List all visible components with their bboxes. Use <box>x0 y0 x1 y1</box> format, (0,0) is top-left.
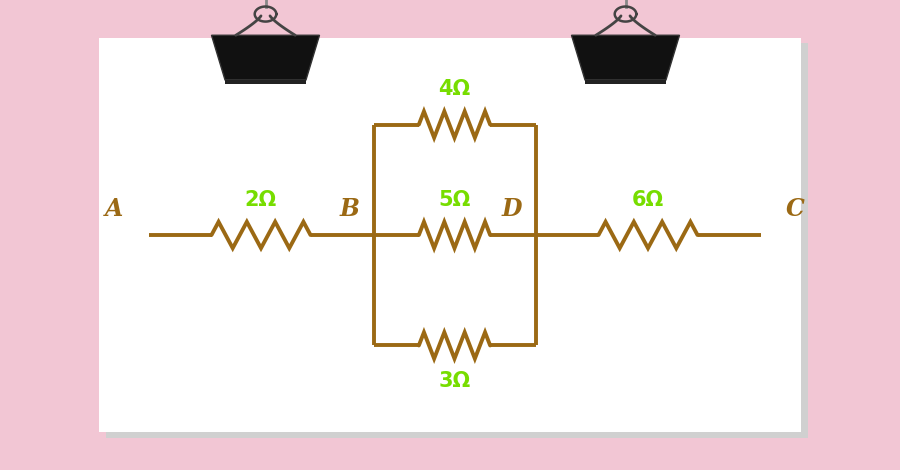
FancyBboxPatch shape <box>585 80 666 84</box>
Text: D: D <box>501 197 522 221</box>
FancyBboxPatch shape <box>99 38 801 432</box>
Polygon shape <box>212 35 320 80</box>
Text: B: B <box>339 197 360 221</box>
Text: 2Ω: 2Ω <box>245 190 277 210</box>
FancyBboxPatch shape <box>106 43 808 438</box>
Polygon shape <box>572 35 680 80</box>
Text: 4Ω: 4Ω <box>438 79 471 99</box>
Text: C: C <box>786 197 804 221</box>
Text: A: A <box>105 197 123 221</box>
Text: 3Ω: 3Ω <box>438 371 471 391</box>
Text: 6Ω: 6Ω <box>632 190 664 210</box>
FancyBboxPatch shape <box>225 80 306 84</box>
Text: 5Ω: 5Ω <box>438 190 471 210</box>
